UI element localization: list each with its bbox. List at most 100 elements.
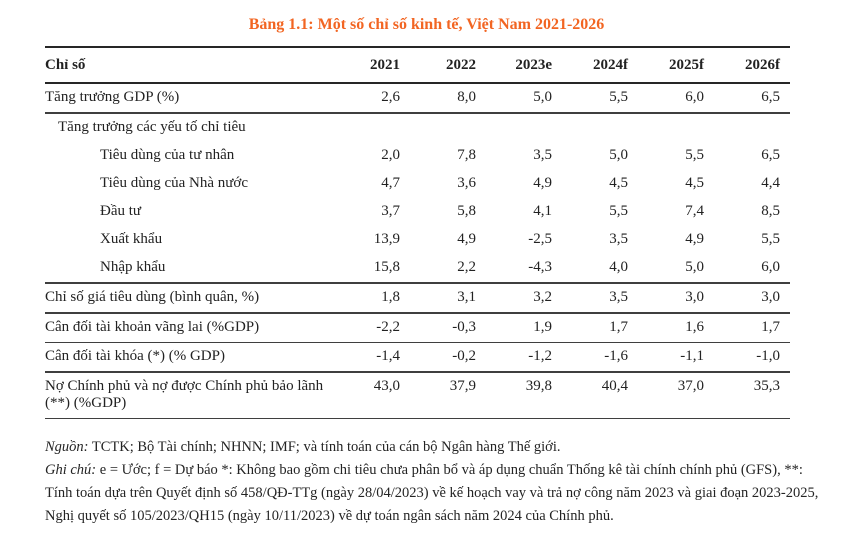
row-label: Tiêu dùng của Nhà nước xyxy=(100,175,248,191)
row-value: 3,0 xyxy=(685,289,704,305)
table-title: Bảng 1.1: Một số chỉ số kinh tế, Việt Na… xyxy=(248,16,605,33)
row-value: 1,9 xyxy=(533,319,552,335)
row-value: 7,4 xyxy=(685,203,704,219)
row-label: Đầu tư xyxy=(100,203,142,219)
row-value: -4,3 xyxy=(528,259,552,275)
row-value: 8,0 xyxy=(457,89,476,105)
row-value: 3,7 xyxy=(381,203,400,219)
column-header-year: 2026f xyxy=(745,57,780,73)
row-value: 6,5 xyxy=(761,147,780,163)
table-row: Tiêu dùng của Nhà nước 4,7 3,6 4,9 4,5 4,5 4,4 xyxy=(45,170,790,198)
row-value: 43,0 xyxy=(373,378,400,394)
row-value: -2,5 xyxy=(528,231,552,247)
table-row: Cân đối tài khoản vãng lai (%GDP) -2,2 -0,… xyxy=(45,314,790,343)
table-row: Tăng trưởng các yếu tố chỉ tiêu xyxy=(45,114,790,142)
row-value xyxy=(714,114,790,125)
economic-indicators-table: Chỉ số 2021 2022 2023e 2024f 2025f 2026f Tăng … xyxy=(45,46,790,419)
footnote-label: Ghi chú: xyxy=(45,462,97,478)
source-text: TCTK; Bộ Tài chính; NHNN; IMF; và tính t… xyxy=(88,439,561,455)
row-label: Chỉ số giá tiêu dùng (bình quân, %) xyxy=(45,289,260,305)
row-value: 8,5 xyxy=(761,203,780,219)
row-value xyxy=(562,114,638,125)
row-value: 6,0 xyxy=(685,89,704,105)
row-label: Nhập khẩu xyxy=(100,259,166,275)
row-value xyxy=(638,114,714,125)
row-label: Tăng trưởng GDP (%) xyxy=(45,89,180,105)
row-value: -1,0 xyxy=(756,348,780,364)
row-value: 5,8 xyxy=(457,203,476,219)
table-row: Chỉ số giá tiêu dùng (bình quân, %) 1,8 3,… xyxy=(45,284,790,314)
row-value: 3,0 xyxy=(761,289,780,305)
column-header-year: 2025f xyxy=(669,57,704,73)
row-label: Tiêu dùng của tư nhân xyxy=(100,147,235,163)
row-value: 1,7 xyxy=(609,319,628,335)
row-value xyxy=(410,114,486,125)
row-value: 5,0 xyxy=(533,89,552,105)
row-value: 2,0 xyxy=(381,147,400,163)
footnote: Ghi chú: e = Ước; f = Dự báo *: Không ba… xyxy=(45,459,825,528)
row-value: 5,5 xyxy=(609,89,628,105)
table-row: Đầu tư 3,7 5,8 4,1 5,5 7,4 8,5 xyxy=(45,198,790,226)
row-value xyxy=(334,114,410,125)
row-value: -0,2 xyxy=(452,348,476,364)
row-value: -1,1 xyxy=(680,348,704,364)
row-value: 1,6 xyxy=(685,319,704,335)
row-value: 3,5 xyxy=(533,147,552,163)
row-value: 4,1 xyxy=(533,203,552,219)
row-value: 4,0 xyxy=(609,259,628,275)
row-value: 1,8 xyxy=(381,289,400,305)
column-header-year: 2024f xyxy=(593,57,628,73)
row-value: -1,6 xyxy=(604,348,628,364)
row-value: 13,9 xyxy=(373,231,400,247)
row-value: -0,3 xyxy=(452,319,476,335)
row-value: 4,9 xyxy=(457,231,476,247)
table-notes: Nguồn: TCTK; Bộ Tài chính; NHNN; IMF; và… xyxy=(45,436,825,528)
row-value: 6,5 xyxy=(761,89,780,105)
row-value: -1,2 xyxy=(528,348,552,364)
source-label: Nguồn: xyxy=(45,439,89,455)
row-value: 15,8 xyxy=(373,259,400,275)
footnote-text: e = Ước; f = Dự báo *: Không bao gồm chi… xyxy=(45,462,819,524)
row-value: 3,2 xyxy=(533,289,552,305)
row-value: 1,7 xyxy=(761,319,780,335)
row-value: 3,5 xyxy=(609,231,628,247)
row-value: 3,5 xyxy=(609,289,628,305)
row-label: Nợ Chính phủ và nợ được Chính phủ bảo lã… xyxy=(45,378,324,411)
table-row: Nợ Chính phủ và nợ được Chính phủ bảo lã… xyxy=(45,373,790,419)
row-value: 4,9 xyxy=(533,175,552,191)
table-row: Xuất khẩu 13,9 4,9 -2,5 3,5 4,9 5,5 xyxy=(45,226,790,254)
table-body: Tăng trưởng GDP (%) 2,6 8,0 5,0 5,5 6,0 6,5 Tăn… xyxy=(45,84,790,419)
row-value: 4,7 xyxy=(381,175,400,191)
column-header-year: 2022 xyxy=(446,57,476,73)
row-value: 7,8 xyxy=(457,147,476,163)
row-label: Cân đối tài khóa (*) (% GDP) xyxy=(45,348,225,364)
row-value: 3,1 xyxy=(457,289,476,305)
row-value xyxy=(486,114,562,125)
row-value: 4,5 xyxy=(609,175,628,191)
table-row: Tăng trưởng GDP (%) 2,6 8,0 5,0 5,5 6,0 6,5 xyxy=(45,84,790,114)
row-value: 5,5 xyxy=(609,203,628,219)
row-value: 37,0 xyxy=(677,378,704,394)
row-value: 4,9 xyxy=(685,231,704,247)
column-header-indicator: Chỉ số xyxy=(45,57,86,73)
row-value: 37,9 xyxy=(449,378,476,394)
row-value: 5,0 xyxy=(609,147,628,163)
row-value: 4,5 xyxy=(685,175,704,191)
row-value: 2,2 xyxy=(457,259,476,275)
row-value: -1,4 xyxy=(376,348,400,364)
row-label: Cân đối tài khoản vãng lai (%GDP) xyxy=(45,319,260,335)
table-row: Tiêu dùng của tư nhân 2,0 7,8 3,5 5,0 5,5 6,5 xyxy=(45,142,790,170)
row-value: 2,6 xyxy=(381,89,400,105)
row-value: 40,4 xyxy=(601,378,628,394)
row-label: Tăng trưởng các yếu tố chỉ tiêu xyxy=(58,119,246,135)
row-value: 4,4 xyxy=(761,175,780,191)
column-header-year: 2023e xyxy=(515,57,552,73)
row-value: -2,2 xyxy=(376,319,400,335)
table-row: Cân đối tài khóa (*) (% GDP) -1,4 -0,2 -1,2… xyxy=(45,343,790,373)
row-value: 5,5 xyxy=(761,231,780,247)
row-value: 39,8 xyxy=(525,378,552,394)
row-value: 5,0 xyxy=(685,259,704,275)
column-header-year: 2021 xyxy=(370,57,400,73)
row-value: 35,3 xyxy=(753,378,780,394)
